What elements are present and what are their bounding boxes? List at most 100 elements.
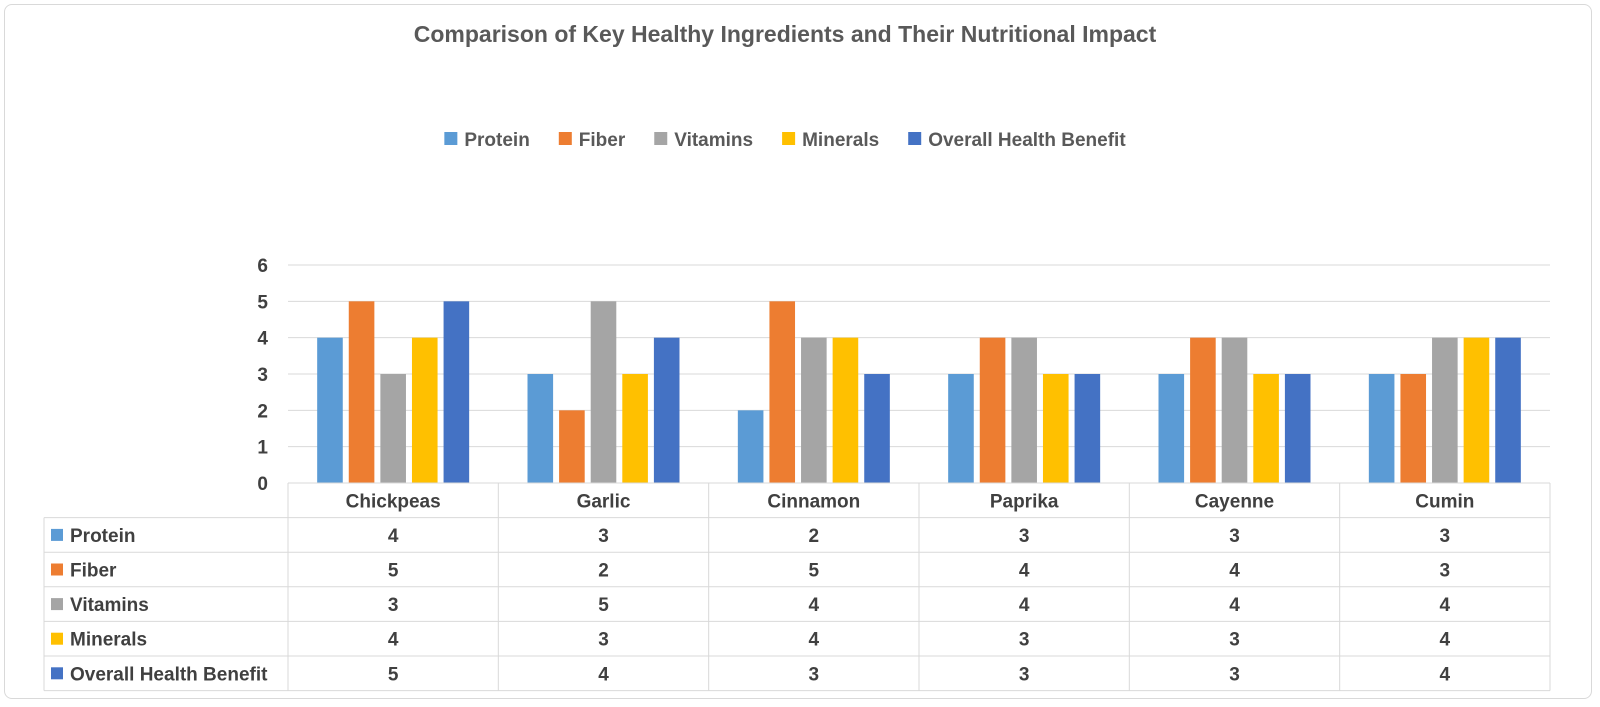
table-series-label-overall-health-benefit: Overall Health Benefit (70, 664, 268, 685)
bar-minerals-cumin (1463, 337, 1490, 483)
table-cell: 4 (388, 526, 399, 547)
bar-fiber-chickpeas (348, 301, 375, 483)
category-label-chickpeas: Chickpeas (346, 491, 441, 512)
table-cell: 3 (388, 595, 399, 616)
table-cell: 4 (809, 630, 820, 651)
bar-overall-health-benefit-cumin (1495, 337, 1521, 483)
table-cell: 4 (1019, 595, 1030, 616)
table-cell: 4 (598, 664, 609, 685)
y-tick-label: 0 (257, 474, 268, 495)
table-cell: 3 (598, 526, 609, 547)
bar-vitamins-cumin (1432, 337, 1458, 483)
table-cell: 5 (388, 561, 399, 582)
chart-title: Comparison of Key Healthy Ingredients an… (414, 21, 1157, 47)
category-label-cayenne: Cayenne (1195, 491, 1274, 512)
bar-overall-health-benefit-paprika (1074, 374, 1101, 483)
table-key-fiber (51, 563, 63, 576)
bar-protein-cumin (1368, 374, 1395, 483)
table-cell: 3 (1229, 664, 1240, 685)
legend-item-overall-health-benefit: Overall Health Benefit (908, 130, 1126, 151)
bar-vitamins-cinnamon (801, 337, 827, 483)
table-series-label-vitamins: Vitamins (70, 595, 149, 616)
category-label-paprika: Paprika (990, 491, 1059, 512)
legend-swatch (558, 132, 572, 145)
table-series-label-protein: Protein (70, 526, 135, 547)
table-key-vitamins (51, 598, 63, 611)
legend-label: Protein (464, 130, 529, 151)
bar-protein-paprika (948, 374, 974, 483)
gridlines (288, 264, 1550, 448)
bar-vitamins-garlic (590, 301, 617, 483)
table-cell: 3 (1229, 630, 1240, 651)
table-key-minerals (51, 632, 63, 645)
legend-item-vitamins: Vitamins (654, 130, 753, 151)
table-cell: 2 (598, 561, 609, 582)
bar-overall-health-benefit-garlic (653, 337, 680, 483)
table-key-protein (51, 528, 63, 541)
bar-overall-health-benefit-chickpeas (443, 301, 470, 483)
table-cell: 3 (598, 630, 609, 651)
table-cell: 4 (1440, 664, 1451, 685)
legend-label: Overall Health Benefit (928, 130, 1126, 151)
bar-minerals-cayenne (1253, 374, 1279, 483)
table-key-overall-health-benefit (51, 667, 63, 680)
bar-fiber-cumin (1400, 374, 1427, 483)
table-cell: 4 (1229, 561, 1240, 582)
legend-swatch (908, 132, 922, 145)
legend-item-minerals: Minerals (782, 130, 879, 151)
bar-fiber-paprika (979, 337, 1006, 483)
bar-minerals-chickpeas (411, 337, 438, 483)
y-tick-label: 5 (257, 292, 268, 313)
legend-label: Vitamins (674, 130, 753, 151)
legend-swatch (654, 132, 668, 145)
bar-minerals-garlic (622, 374, 648, 483)
bar-minerals-paprika (1042, 374, 1069, 483)
legend: Protein Fiber Vitamins Minerals Overall Heal… (444, 130, 1126, 151)
table-series-label-minerals: Minerals (70, 630, 147, 651)
y-tick-label: 3 (257, 365, 268, 386)
bar-protein-cayenne (1158, 374, 1185, 483)
table-cell: 3 (1019, 664, 1030, 685)
bar-vitamins-cayenne (1221, 337, 1248, 483)
y-axis: 0 1 2 3 4 5 6 (257, 256, 268, 495)
bar-vitamins-chickpeas (380, 374, 406, 483)
table-series-label-fiber: Fiber (70, 561, 117, 582)
bar-overall-health-benefit-cinnamon (864, 374, 890, 483)
y-tick-label: 4 (257, 329, 268, 350)
y-tick-label: 1 (257, 438, 268, 459)
bar-vitamins-paprika (1011, 337, 1037, 483)
bar-minerals-cinnamon (832, 337, 859, 483)
table-cell: 4 (1019, 561, 1030, 582)
legend-swatch (444, 132, 458, 145)
bar-protein-chickpeas (317, 337, 343, 483)
table-cell: 4 (1440, 595, 1451, 616)
table-cell: 4 (809, 595, 820, 616)
table-cell: 4 (1229, 595, 1240, 616)
table-cell: 2 (809, 526, 820, 547)
legend-label: Fiber (579, 130, 626, 151)
category-label-cumin: Cumin (1415, 491, 1474, 512)
y-tick-label: 6 (257, 256, 268, 277)
y-tick-label: 2 (257, 401, 268, 422)
table-cell: 5 (809, 561, 820, 582)
bar-overall-health-benefit-cayenne (1284, 374, 1311, 483)
table-cell: 3 (1440, 526, 1451, 547)
legend-item-fiber: Fiber (558, 130, 626, 151)
table-cell: 4 (388, 630, 399, 651)
bars (317, 301, 1521, 483)
data-table: Chickpeas Garlic Cinnamon Paprika Cayenne Cum… (43, 482, 1551, 692)
bar-fiber-cayenne (1190, 337, 1216, 483)
table-cell: 3 (1019, 630, 1030, 651)
bar-protein-garlic (527, 374, 554, 483)
category-label-garlic: Garlic (577, 491, 631, 512)
table-cell: 3 (1229, 526, 1240, 547)
table-cell: 4 (1440, 630, 1451, 651)
legend-item-protein: Protein (444, 130, 530, 151)
table-cell: 3 (1440, 561, 1451, 582)
table-cell: 3 (809, 664, 820, 685)
category-label-cinnamon: Cinnamon (767, 491, 860, 512)
bar-fiber-cinnamon (769, 301, 796, 483)
legend-label: Minerals (802, 130, 879, 151)
table-cell: 5 (598, 595, 609, 616)
